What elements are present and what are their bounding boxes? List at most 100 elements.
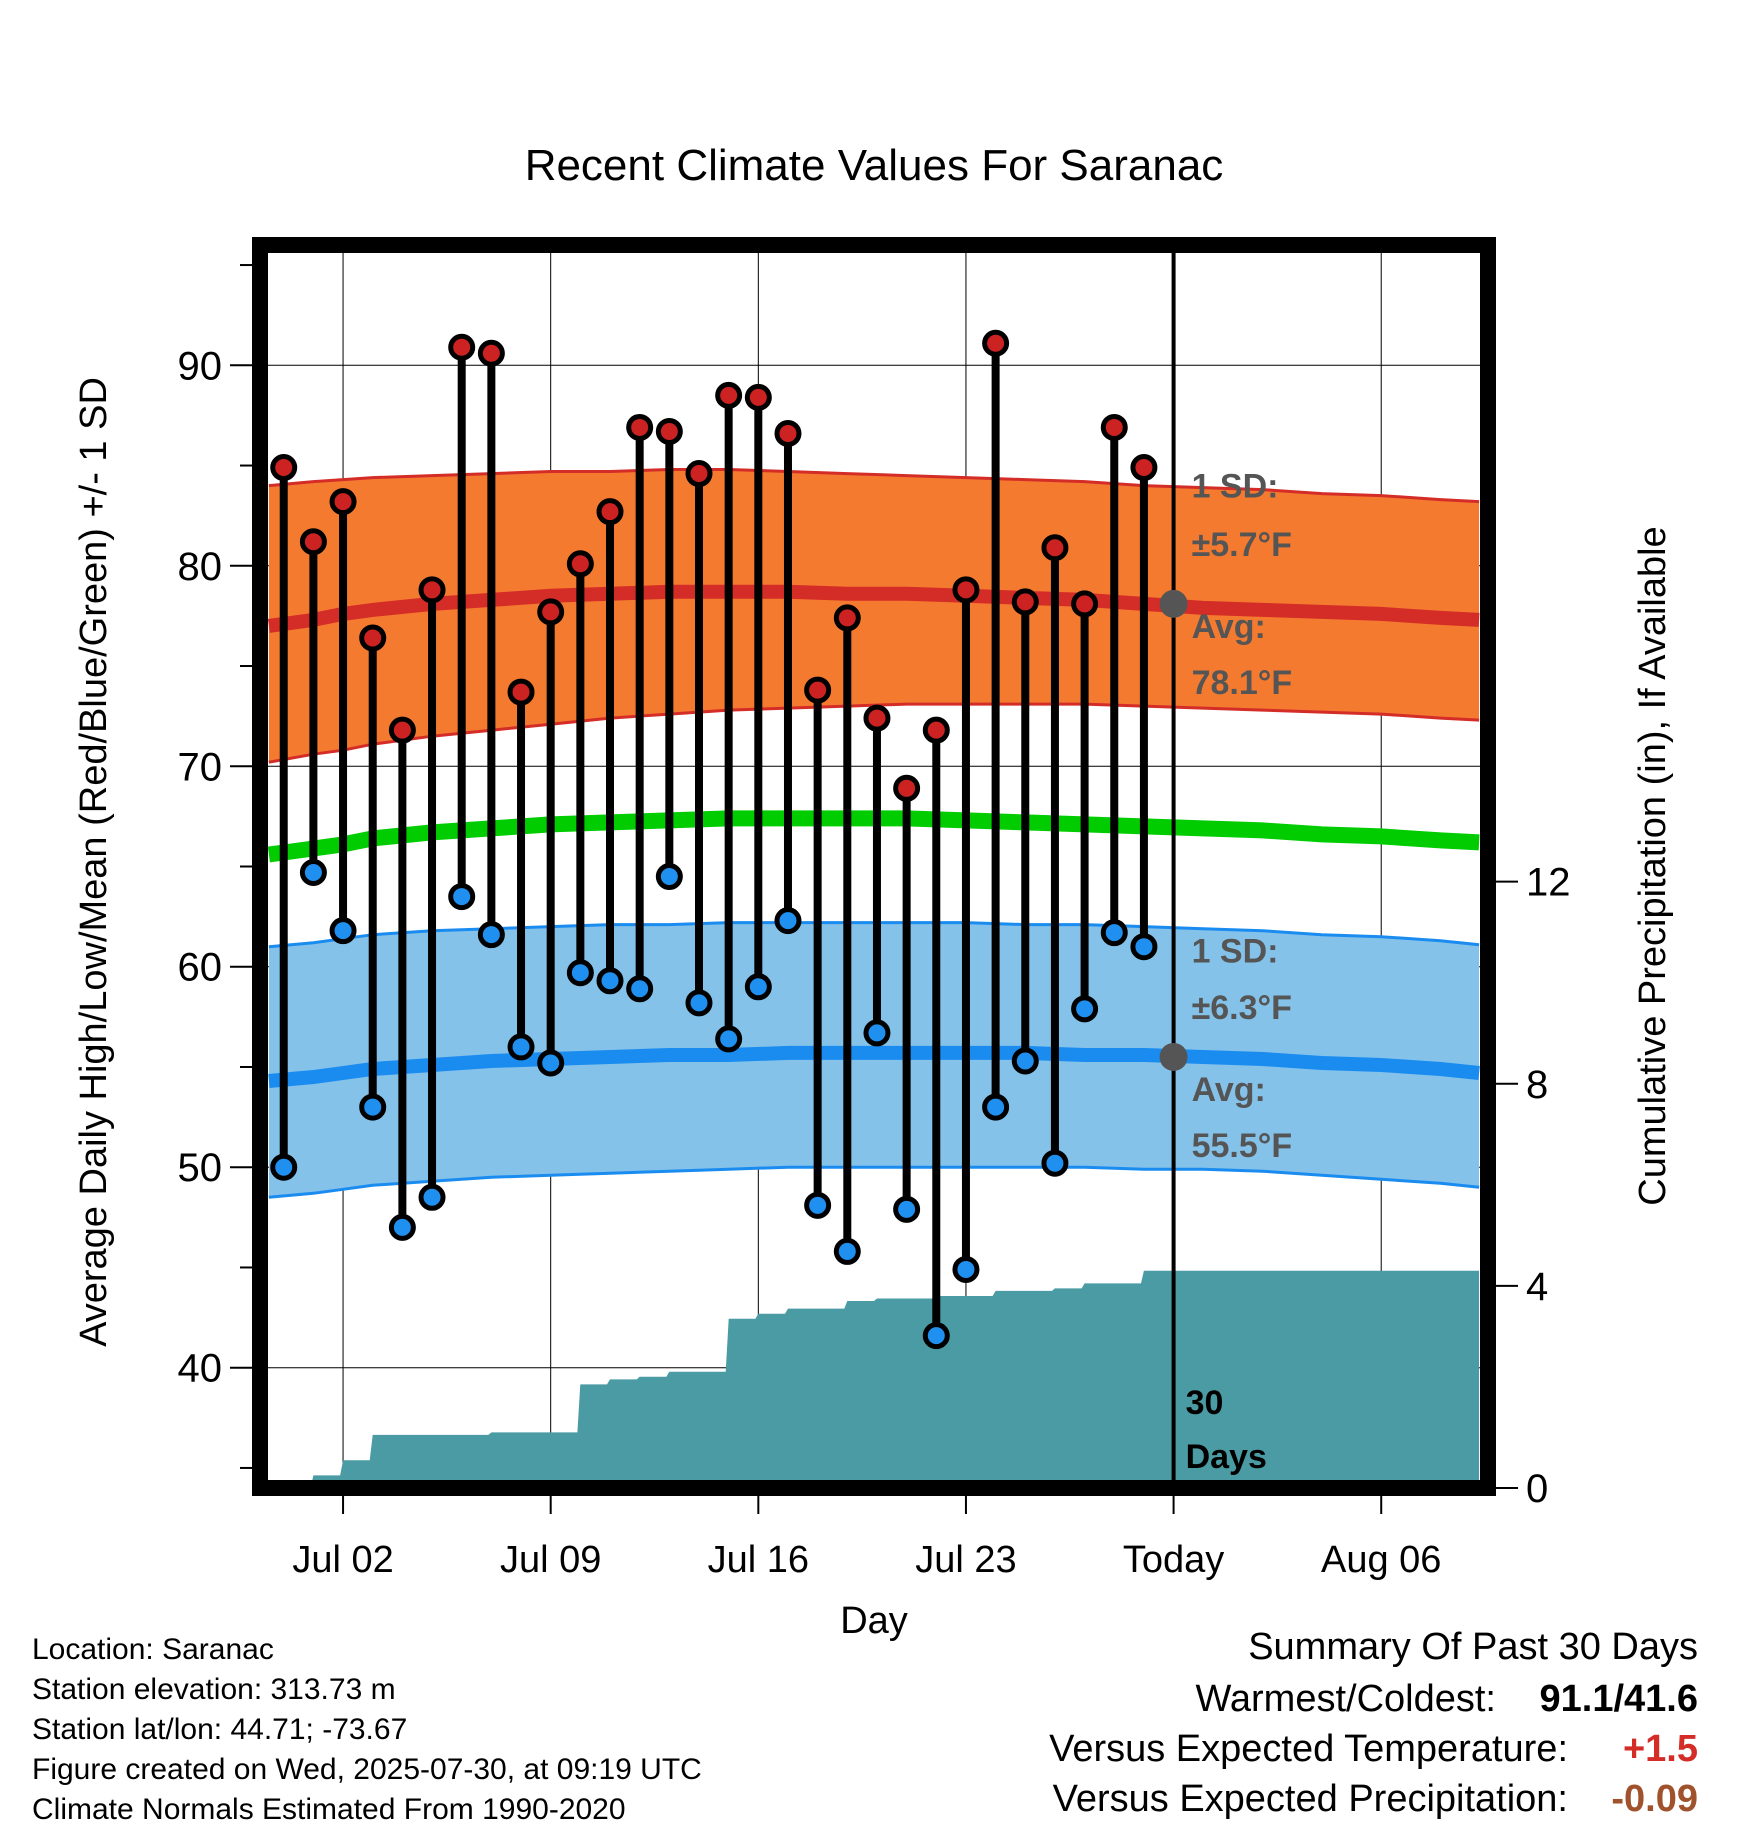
summary-temp-value: +1.5: [1623, 1728, 1698, 1770]
high-sd-band: [268, 469, 1480, 763]
plot-frame: [252, 237, 1496, 1496]
summary-temp-label: Versus Expected Temperature:: [1049, 1728, 1568, 1770]
daily-low-point: [1041, 1149, 1069, 1177]
y-tick-label: 70: [178, 745, 223, 789]
daily-low-point: [1130, 933, 1158, 961]
y-tick-label: 40: [178, 1347, 223, 1391]
days-count-label: 30: [1186, 1384, 1224, 1422]
daily-low-point: [744, 973, 772, 1001]
y-tick-label: 80: [178, 545, 223, 589]
low-sd-label: 1 SD:: [1192, 933, 1279, 971]
daily-observation: [744, 383, 772, 1001]
daily-high-point: [804, 676, 832, 704]
daily-low-point: [270, 1153, 298, 1181]
daily-observation: [477, 339, 505, 949]
daily-observation: [952, 576, 980, 1283]
high-sd-upper-edge: [268, 468, 1480, 504]
daily-observation: [448, 333, 476, 911]
high-sd-label: 1 SD:: [1192, 468, 1279, 506]
high-avg-value: 78.1°F: [1192, 664, 1293, 702]
daily-low-point: [537, 1049, 565, 1077]
daily-high-point: [477, 339, 505, 367]
daily-observation: [507, 678, 535, 1061]
days-word-label: Days: [1186, 1438, 1267, 1476]
daily-low-point: [982, 1093, 1010, 1121]
daily-low-point: [774, 907, 802, 935]
daily-low-point: [804, 1191, 832, 1219]
daily-high-point: [774, 419, 802, 447]
daily-high-point: [982, 329, 1010, 357]
daily-observation: [596, 498, 624, 995]
y-axis-label: Average Daily High/Low/Mean (Red/Blue/Gr…: [73, 377, 115, 1347]
daily-high-point: [1011, 588, 1039, 616]
daily-low-point: [448, 883, 476, 911]
daily-low-point: [626, 975, 654, 1003]
footer-location: Location: Saranac: [32, 1633, 274, 1666]
daily-observation: [655, 417, 683, 891]
plot-area: 1 SD: ±5.7°F Avg: 78.1°F 1 SD: ±6.3°F Avg: 55.5…: [260, 245, 1488, 1488]
y-tick-label: 60: [178, 946, 223, 990]
daily-high-point: [744, 383, 772, 411]
today-avg-high-marker: [1159, 589, 1188, 618]
daily-low-point: [477, 921, 505, 949]
daily-low-point: [566, 959, 594, 987]
x-tick-label: Jul 09: [500, 1539, 601, 1581]
daily-observation: [893, 774, 921, 1223]
daily-low-point: [655, 863, 683, 891]
y2-tick-label: 0: [1526, 1467, 1548, 1511]
daily-high-point: [1100, 413, 1128, 441]
daily-low-point: [596, 967, 624, 995]
daily-observation: [1100, 413, 1128, 947]
x-tick-label: Jul 23: [915, 1539, 1016, 1581]
daily-high-point: [1130, 454, 1158, 482]
x-tick-label: Jul 16: [708, 1539, 809, 1581]
summary-title: Summary Of Past 30 Days: [1248, 1626, 1698, 1668]
daily-observation: [715, 381, 743, 1053]
chart-title: Recent Climate Values For Saranac: [525, 141, 1224, 190]
daily-observation: [1041, 534, 1069, 1177]
daily-observation: [388, 716, 416, 1241]
x-tick-label: Jul 02: [292, 1539, 393, 1581]
summary-precip-label: Versus Expected Precipitation:: [1053, 1778, 1568, 1820]
daily-high-point: [1041, 534, 1069, 562]
daily-low-point: [418, 1183, 446, 1211]
daily-high-point: [507, 678, 535, 706]
daily-high-point: [418, 576, 446, 604]
daily-high-point: [715, 381, 743, 409]
daily-low-point: [329, 917, 357, 945]
y-tick-label: 50: [178, 1146, 223, 1190]
daily-low-point: [685, 989, 713, 1017]
daily-high-point: [833, 604, 861, 632]
daily-observation: [1011, 588, 1039, 1075]
daily-observation: [537, 598, 565, 1077]
daily-low-point: [507, 1033, 535, 1061]
daily-high-point: [952, 576, 980, 604]
daily-high-point: [655, 417, 683, 445]
daily-high-point: [922, 716, 950, 744]
daily-observation: [566, 550, 594, 987]
daily-high-point: [1071, 590, 1099, 618]
footer-normals: Climate Normals Estimated From 1990-2020: [32, 1793, 626, 1826]
daily-low-point: [863, 1019, 891, 1047]
summary-panel: Summary Of Past 30 Days Warmest/Coldest:…: [1049, 1626, 1698, 1820]
low-sd-value: ±6.3°F: [1192, 989, 1292, 1027]
daily-high-point: [863, 704, 891, 732]
y2-tick-label: 4: [1526, 1265, 1548, 1309]
daily-low-point: [299, 859, 327, 887]
footer-elevation: Station elevation: 313.73 m: [32, 1673, 396, 1706]
daily-high-point: [388, 716, 416, 744]
daily-observation: [833, 604, 861, 1265]
daily-observation: [329, 488, 357, 945]
y-tick-label: 90: [178, 344, 223, 388]
daily-observation: [1130, 454, 1158, 961]
daily-observation: [982, 329, 1010, 1121]
daily-observation: [418, 576, 446, 1211]
daily-high-point: [359, 624, 387, 652]
summary-warmest-coldest-label: Warmest/Coldest:: [1195, 1678, 1496, 1720]
daily-observation: [1071, 590, 1099, 1023]
daily-low-point: [388, 1213, 416, 1241]
daily-high-point: [566, 550, 594, 578]
high-avg-label: Avg:: [1192, 608, 1266, 646]
low-avg-value: 55.5°F: [1192, 1127, 1293, 1165]
